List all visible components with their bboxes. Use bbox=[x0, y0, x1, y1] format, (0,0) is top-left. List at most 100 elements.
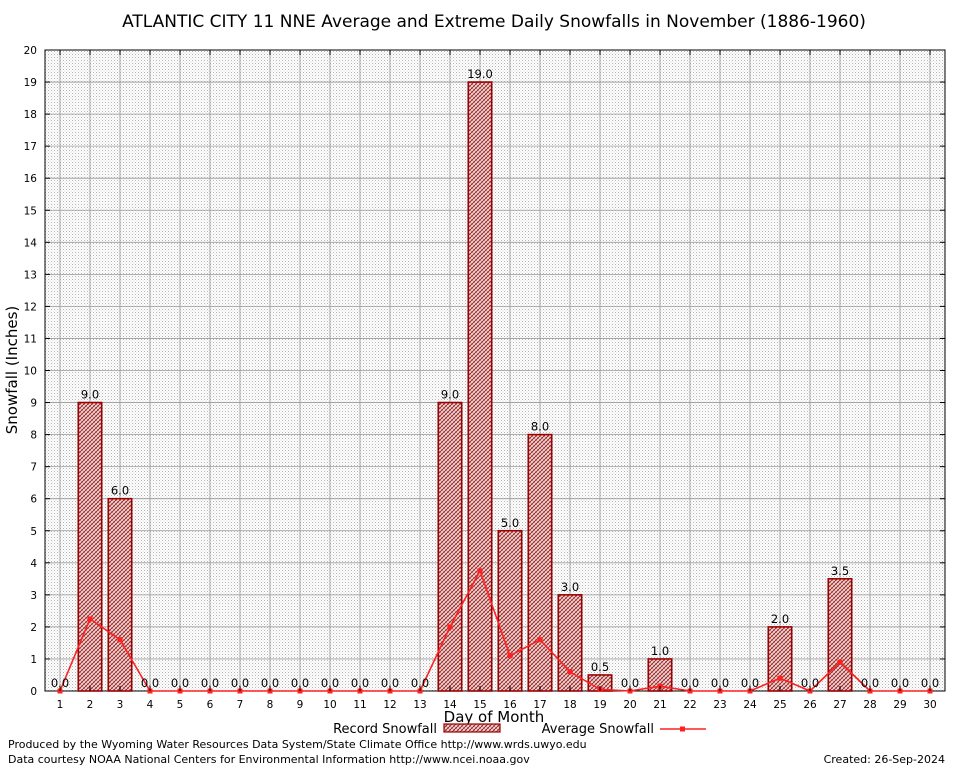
footer-produced-by: Produced by the Wyoming Water Resources … bbox=[8, 738, 587, 751]
legend: Record Snowfall Average Snowfall bbox=[333, 722, 706, 737]
record-value-label-day-6: 0.0 bbox=[201, 676, 219, 690]
record-value-label-day-12: 0.0 bbox=[381, 676, 399, 690]
record-bar-day-14 bbox=[437, 401, 463, 692]
record-value-label-day-11: 0.0 bbox=[351, 676, 369, 690]
y-tick-label-9: 9 bbox=[30, 398, 37, 410]
record-value-label-day-30: 0.0 bbox=[921, 676, 939, 690]
record-value-label-day-2: 9.0 bbox=[81, 388, 99, 402]
y-tick-label-3: 3 bbox=[30, 590, 37, 602]
x-tick-label-25: 25 bbox=[773, 699, 786, 711]
x-tick-label-20: 20 bbox=[623, 699, 636, 711]
record-value-label-day-10: 0.0 bbox=[321, 676, 339, 690]
record-value-label-day-15: 19.0 bbox=[467, 67, 493, 81]
record-bar-day-27 bbox=[827, 578, 853, 692]
record-value-label-day-1: 0.0 bbox=[51, 676, 69, 690]
footer-created-date: Created: 26-Sep-2024 bbox=[823, 753, 945, 766]
x-tick-label-15: 15 bbox=[473, 699, 486, 711]
legend-record-label: Record Snowfall bbox=[333, 722, 437, 737]
y-tick-label-10: 10 bbox=[24, 366, 37, 378]
average-point-day-16 bbox=[507, 653, 513, 659]
average-point-day-2 bbox=[87, 616, 93, 622]
x-tick-label-17: 17 bbox=[533, 699, 546, 711]
record-value-label-day-19: 0.5 bbox=[591, 660, 609, 674]
record-value-label-day-23: 0.0 bbox=[711, 676, 729, 690]
legend-record-swatch bbox=[443, 723, 501, 733]
record-value-label-day-29: 0.0 bbox=[891, 676, 909, 690]
legend-average-marker bbox=[680, 726, 685, 732]
record-bar-day-3 bbox=[107, 497, 133, 692]
x-tick-label-22: 22 bbox=[683, 699, 696, 711]
record-value-label-day-5: 0.0 bbox=[171, 676, 189, 690]
x-axis-label: Day of Month bbox=[444, 708, 545, 726]
record-value-label-day-25: 2.0 bbox=[771, 612, 789, 626]
y-tick-label-18: 18 bbox=[24, 109, 37, 121]
x-tick-label-30: 30 bbox=[923, 699, 936, 711]
x-tick-label-1: 1 bbox=[57, 699, 64, 711]
y-tick-label-1: 1 bbox=[30, 654, 37, 666]
x-tick-label-3: 3 bbox=[117, 699, 124, 711]
y-tick-label-4: 4 bbox=[30, 558, 37, 570]
y-tick-label-13: 13 bbox=[24, 269, 37, 281]
average-point-day-15 bbox=[477, 568, 483, 574]
average-point-day-17 bbox=[537, 637, 543, 643]
x-tick-label-21: 21 bbox=[653, 699, 666, 711]
y-tick-label-11: 11 bbox=[24, 333, 37, 345]
x-tick-label-14: 14 bbox=[443, 699, 457, 711]
x-tick-label-8: 8 bbox=[267, 699, 274, 711]
y-tick-label-20: 20 bbox=[24, 45, 37, 57]
x-tick-label-2: 2 bbox=[87, 699, 94, 711]
x-tick-label-29: 29 bbox=[893, 699, 906, 711]
record-bar-day-2 bbox=[77, 401, 103, 692]
y-tick-label-19: 19 bbox=[24, 77, 37, 89]
y-tick-label-17: 17 bbox=[24, 141, 37, 153]
x-tick-label-5: 5 bbox=[177, 699, 184, 711]
record-snowfall-bars bbox=[77, 81, 853, 692]
x-tick-label-6: 6 bbox=[207, 699, 214, 711]
record-value-label-day-27: 3.5 bbox=[831, 564, 849, 578]
average-point-day-27 bbox=[837, 659, 843, 665]
grid-lines bbox=[45, 50, 945, 691]
record-bar-day-15 bbox=[467, 81, 493, 692]
record-value-label-day-3: 6.0 bbox=[111, 484, 129, 498]
average-point-day-18 bbox=[567, 669, 573, 675]
y-axis-label: Snowfall (Inches) bbox=[3, 306, 21, 434]
y-tick-label-5: 5 bbox=[30, 526, 37, 538]
x-tick-label-13: 13 bbox=[413, 699, 426, 711]
record-value-label-day-26: 0.0 bbox=[801, 676, 819, 690]
bar-value-labels: 0.0 9.0 6.0 0.0 0.0 0.0 0.0 0.0 0.0 0.0 0.0 0.0 0.0 9… bbox=[51, 67, 939, 690]
record-value-label-day-21: 1.0 bbox=[651, 644, 669, 658]
y-tick-label-14: 14 bbox=[24, 237, 38, 249]
y-tick-label-7: 7 bbox=[30, 462, 37, 474]
x-tick-label-23: 23 bbox=[713, 699, 726, 711]
x-tick-label-4: 4 bbox=[147, 699, 154, 711]
record-value-label-day-22: 0.0 bbox=[681, 676, 699, 690]
record-value-label-day-4: 0.0 bbox=[141, 676, 159, 690]
x-tick-label-7: 7 bbox=[237, 699, 244, 711]
x-tick-label-28: 28 bbox=[863, 699, 876, 711]
record-value-label-day-17: 8.0 bbox=[531, 420, 549, 434]
record-value-label-day-8: 0.0 bbox=[261, 676, 279, 690]
x-tick-label-19: 19 bbox=[593, 699, 606, 711]
average-line-path bbox=[59, 568, 930, 692]
record-value-label-day-16: 5.0 bbox=[501, 516, 519, 530]
record-value-label-day-18: 3.0 bbox=[561, 580, 579, 594]
y-tick-label-0: 0 bbox=[30, 686, 37, 698]
record-bar-day-16 bbox=[497, 529, 523, 692]
x-tick-label-11: 11 bbox=[353, 699, 366, 711]
record-value-label-day-9: 0.0 bbox=[291, 676, 309, 690]
record-bar-day-17 bbox=[527, 433, 553, 692]
x-tick-label-9: 9 bbox=[297, 699, 304, 711]
average-point-day-3 bbox=[117, 637, 123, 643]
average-point-day-25 bbox=[777, 675, 783, 681]
y-tick-label-16: 16 bbox=[24, 173, 38, 185]
x-tick-label-12: 12 bbox=[383, 699, 396, 711]
y-tick-label-12: 12 bbox=[24, 301, 37, 313]
x-tick-label-10: 10 bbox=[323, 699, 336, 711]
chart-title: ATLANTIC CITY 11 NNE Average and Extreme… bbox=[122, 12, 866, 32]
record-value-label-day-24: 0.0 bbox=[741, 676, 759, 690]
x-tick-label-16: 16 bbox=[503, 699, 517, 711]
x-tick-label-26: 26 bbox=[803, 699, 817, 711]
